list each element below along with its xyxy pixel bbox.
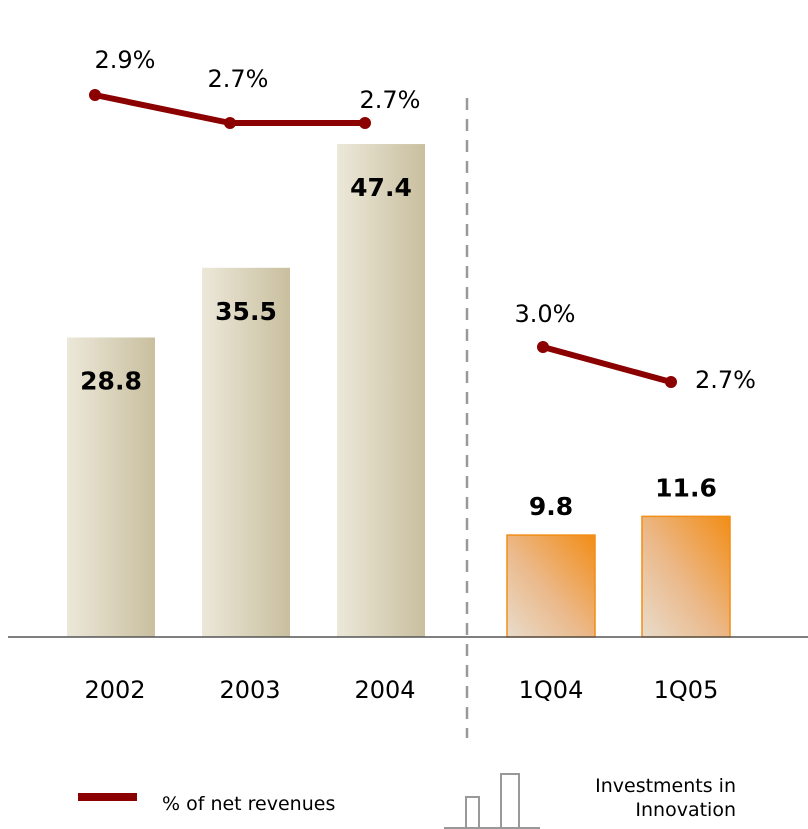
bar-value-label-2003: 35.5 — [215, 297, 277, 326]
x-tick-label-2003: 2003 — [219, 676, 280, 704]
bar-1Q04 — [506, 534, 596, 638]
bar-value-label-1Q04: 9.8 — [529, 492, 573, 521]
bar-series — [67, 144, 731, 638]
legend-line-label: % of net revenues — [162, 793, 335, 815]
pct-label-2002: 2.9% — [95, 46, 156, 74]
pct-point-1Q04 — [537, 341, 549, 353]
pct-label-2003: 2.7% — [208, 65, 269, 93]
pct-point-2003 — [224, 117, 236, 129]
legend: % of net revenues Investments in Innovat… — [78, 773, 736, 829]
bar-2004 — [337, 144, 425, 638]
pct-label-2004: 2.7% — [360, 86, 421, 114]
legend-bar-label-line2: Innovation — [635, 799, 736, 821]
x-tick-label-1Q05: 1Q05 — [654, 676, 719, 704]
bar-value-labels: 28.8 35.5 47.4 9.8 11.6 — [80, 173, 717, 521]
pct-value-labels: 2.9% 2.7% 2.7% 3.0% 2.7% — [95, 46, 756, 394]
legend-bar-label-line1: Investments in — [595, 775, 736, 797]
bar-chart-icon — [444, 773, 540, 829]
pct-point-2004 — [359, 117, 371, 129]
bar-value-label-1Q05: 11.6 — [655, 473, 717, 502]
x-tick-label-2004: 2004 — [354, 676, 415, 704]
bar-2002 — [67, 337, 155, 637]
bar-2003 — [202, 267, 290, 637]
pct-point-2002 — [89, 89, 101, 101]
x-tick-labels: 2002 2003 2004 1Q04 1Q05 — [84, 676, 718, 704]
pct-line-segment-2 — [542, 344, 672, 385]
x-tick-label-1Q04: 1Q04 — [519, 676, 584, 704]
bar-value-label-2002: 28.8 — [80, 366, 142, 395]
bar-1Q05 — [641, 515, 731, 638]
x-tick-label-2002: 2002 — [84, 676, 145, 704]
pct-line-series — [89, 89, 677, 389]
pct-label-1Q04: 3.0% — [515, 300, 576, 328]
bar-value-label-2004: 47.4 — [350, 173, 412, 202]
pct-point-1Q05 — [665, 376, 677, 389]
pct-label-1Q05: 2.7% — [695, 366, 756, 394]
